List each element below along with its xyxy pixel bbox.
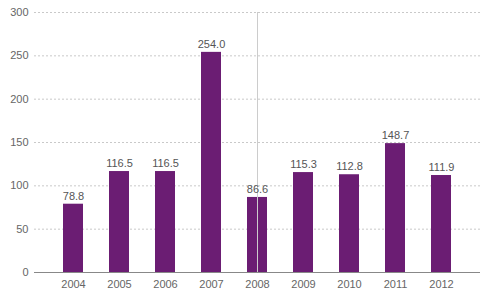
svg-text:112.8: 112.8 <box>336 160 363 172</box>
svg-text:2008: 2008 <box>245 278 269 290</box>
svg-text:254.0: 254.0 <box>198 38 226 50</box>
svg-text:0: 0 <box>22 266 28 278</box>
svg-text:2004: 2004 <box>61 278 85 290</box>
svg-text:2009: 2009 <box>291 278 315 290</box>
svg-text:300: 300 <box>10 6 28 18</box>
svg-text:116.5: 116.5 <box>152 157 179 169</box>
svg-text:115.3: 115.3 <box>290 158 317 170</box>
svg-text:250: 250 <box>10 49 28 61</box>
svg-text:148.7: 148.7 <box>382 129 410 141</box>
svg-text:111.9: 111.9 <box>429 161 455 173</box>
svg-text:2011: 2011 <box>384 278 408 290</box>
svg-text:2007: 2007 <box>199 278 223 290</box>
svg-text:2012: 2012 <box>429 278 453 290</box>
svg-text:2010: 2010 <box>337 278 361 290</box>
svg-text:200: 200 <box>10 93 28 105</box>
svg-text:86.6: 86.6 <box>247 183 268 195</box>
svg-text:100: 100 <box>10 179 28 191</box>
svg-text:50: 50 <box>16 223 28 235</box>
svg-text:2005: 2005 <box>107 278 131 290</box>
svg-text:78.8: 78.8 <box>63 190 84 202</box>
svg-text:150: 150 <box>10 136 28 148</box>
svg-text:2006: 2006 <box>153 278 177 290</box>
svg-text:116.5: 116.5 <box>106 157 133 169</box>
